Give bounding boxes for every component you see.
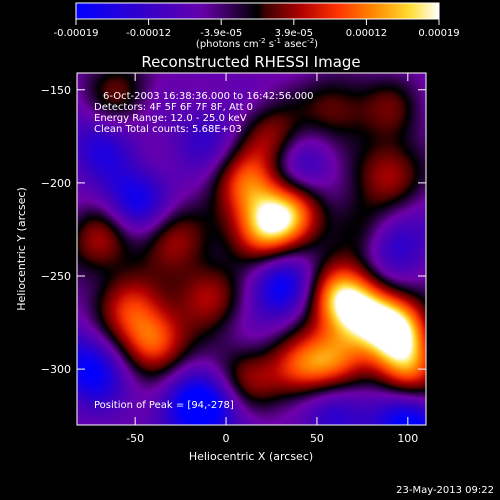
x-tick-label: 0 [223, 432, 230, 445]
colorbar-tick-label: -0.00019 [54, 28, 99, 39]
y-axis-label: Heliocentric Y (arcsec) [15, 187, 28, 311]
colorbar-ticks: -0.00019 -0.00012 -3.9e-05 3.9e-05 0.00012 0.… [54, 19, 460, 39]
annotation-time-range: 6-Oct-2003 16:38:36.000 to 16:42:56.000 [103, 91, 314, 102]
colorbar-tick-label: 3.9e-05 [275, 28, 313, 39]
chart-title: Reconstructed RHESSI Image [141, 53, 360, 71]
colorbar-units-label: (photons cm-2 s-1 asec-2) [196, 37, 318, 50]
y-tick-label: −300 [41, 363, 71, 376]
colorbar-tick-label: 0.00019 [418, 28, 459, 39]
annotation-peak-position: Position of Peak = [94,-278] [94, 400, 234, 411]
x-tick-label: 100 [397, 432, 418, 445]
colorbar-tick-label: 0.00012 [346, 28, 387, 39]
x-tick-label: -50 [126, 432, 144, 445]
annotation-energy-range: Energy Range: 12.0 - 25.0 keV [94, 113, 247, 124]
y-axis-ticks: −150 −200 −250 −300 [41, 84, 426, 376]
y-tick-label: −250 [41, 270, 71, 283]
x-tick-label: 50 [310, 432, 324, 445]
annotation-clean-counts: Clean Total counts: 5.68E+03 [94, 124, 242, 135]
footer-date: 23-May-2013 09:22 [396, 485, 494, 496]
y-tick-label: −200 [41, 177, 71, 190]
y-tick-label: −150 [41, 84, 71, 97]
plot-frame [76, 72, 427, 426]
x-axis-label: Heliocentric X (arcsec) [189, 450, 313, 463]
colorbar-gradient [75, 2, 440, 20]
colorbar-tick-label: -3.9e-05 [200, 28, 242, 39]
heatmap-image [77, 73, 426, 425]
x-axis-ticks: -50 0 50 100 [126, 73, 418, 445]
colorbar-tick-label: -0.00012 [126, 28, 171, 39]
annotation-detectors: Detectors: 4F 5F 6F 7F 8F, Att 0 [94, 102, 253, 113]
